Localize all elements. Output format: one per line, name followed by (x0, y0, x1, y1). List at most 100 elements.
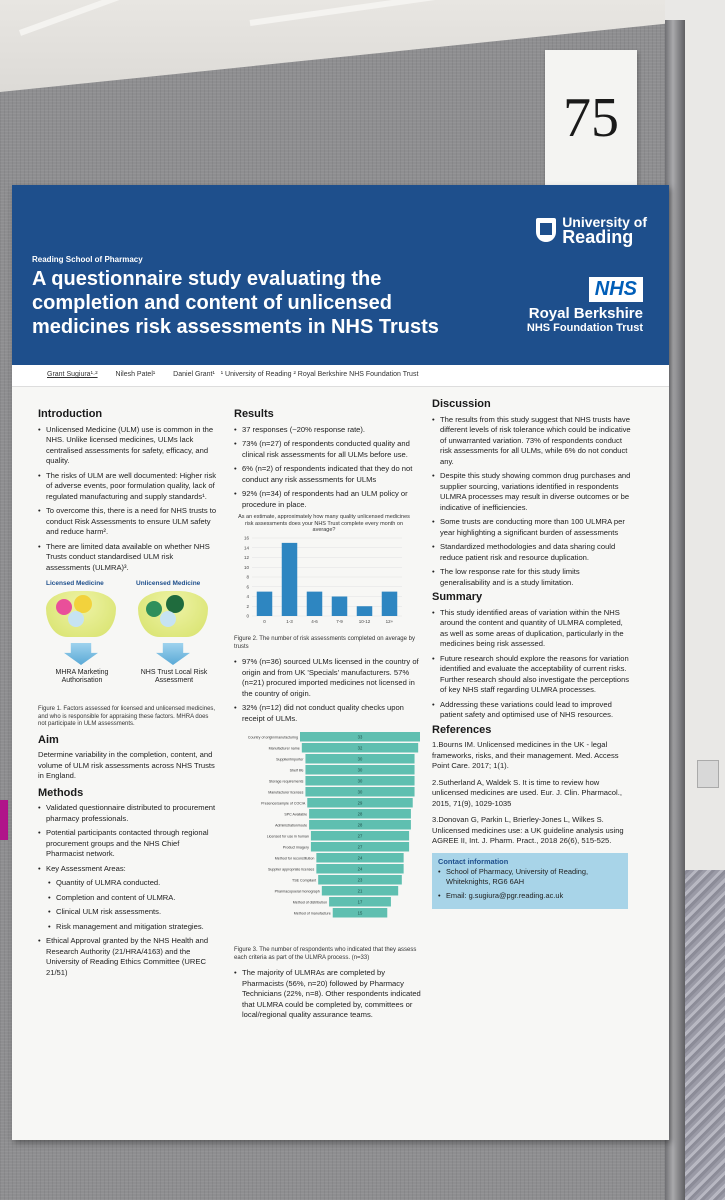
unlicensed-label: Unlicensed Medicine (136, 580, 201, 587)
data-label: 27 (358, 845, 363, 850)
results-heading: Results (234, 408, 274, 420)
funnel-bar (305, 776, 415, 786)
results-bullet: 92% (n=34) of respondents had an ULM pol… (234, 489, 424, 510)
data-label: 21 (358, 889, 363, 894)
y-tick-label: 4 (246, 594, 249, 599)
funnel-bar (309, 820, 411, 830)
university-logo: University of Reading (536, 215, 647, 247)
discussion-bullet: Standardized methodologies and data shar… (432, 542, 632, 563)
data-label: 24 (358, 856, 363, 861)
intro-bullet: The risks of ULM are well documented: Hi… (38, 471, 218, 503)
methods-bullet: Potential participants contacted through… (38, 828, 218, 860)
data-label: 32 (358, 746, 363, 751)
y-tick-label: 12 (244, 555, 250, 560)
bar (306, 591, 323, 616)
data-label: 27 (358, 834, 363, 839)
down-arrow-icon (64, 643, 98, 665)
data-label: 33 (358, 735, 363, 740)
category-label: Supplier/importer (276, 758, 304, 762)
category-label: Manufacturer licenses (268, 791, 303, 795)
methods-sub-bullet: Risk management and mitigation strategie… (38, 922, 218, 933)
chart-title: As an estimate, approximately how many q… (238, 514, 410, 533)
funnel-bar (321, 886, 399, 896)
contact-box: Contact information School of Pharmacy, … (432, 852, 628, 909)
funnel-bar (300, 732, 420, 742)
category-label: Method for reconstitution (275, 857, 315, 861)
funnel-chart-svg: 33 Country of origin/manufacturing 32 Manuf… (248, 732, 420, 918)
y-tick-label: 10 (244, 565, 250, 570)
intro-bullet: Unlicensed Medicine (ULM) use is common … (38, 425, 218, 467)
aim-text: Determine variability in the completion,… (38, 750, 215, 780)
y-tick-label: 16 (244, 536, 250, 541)
school-name: Reading School of Pharmacy (32, 255, 143, 264)
funnel-bar (332, 908, 388, 918)
funnel-bar (318, 875, 402, 885)
x-tick-label: 1-3 (286, 619, 293, 624)
methods-bullet: Validated questionnaire distributed to p… (38, 803, 218, 824)
booth-number: 75 (563, 86, 619, 149)
x-tick-label: 12+ (386, 619, 394, 624)
trust-line1: Royal Berkshire (528, 305, 643, 322)
category-label: Country of origin/manufacturing (248, 736, 298, 740)
packaging-icon (146, 601, 162, 617)
intro-bullet: There are limited data available on whet… (38, 542, 218, 574)
methods-bullet: Key Assessment Areas: (38, 864, 218, 875)
contact-address: School of Pharmacy, University of Readin… (438, 867, 622, 887)
category-label: Administration/route (275, 824, 307, 828)
nhs-logo: NHS (588, 277, 643, 302)
poster-title: A questionnaire study evaluating the com… (32, 268, 439, 338)
category-label: Manufacturer name (269, 747, 300, 751)
intro-heading: Introduction (38, 408, 103, 420)
reference-item: 1.Bourns IM. Unlicensed medicines in the… (432, 740, 619, 770)
figure-3-chart: 33 Country of origin/manufacturing 32 Manuf… (234, 728, 424, 943)
affiliations: ¹ University of Reading ² Royal Berkshir… (220, 371, 419, 378)
x-tick-label: 4-6 (311, 619, 318, 624)
author-1: Grant Sugiura¹·² (47, 371, 98, 378)
trust-line2: NHS Foundation Trust (526, 322, 643, 334)
y-tick-label: 14 (244, 545, 250, 550)
category-label: Pharmacopoeial monograph (275, 890, 320, 894)
uor-line2: Reading (562, 227, 634, 247)
discussion-heading: Discussion (432, 398, 491, 410)
clinical-icon (68, 611, 84, 627)
funnel-bar (316, 864, 404, 874)
y-tick-label: 0 (246, 614, 249, 619)
column-middle: Results 37 responses (~20% response rate… (234, 405, 424, 1025)
clinical-icon (160, 611, 176, 627)
summary-bullet: Addressing these variations could lead t… (432, 700, 632, 721)
results-bullet: 97% (n=36) sourced ULMs licensed in the … (234, 657, 424, 699)
wall-outlet (697, 760, 719, 788)
production-icon (74, 595, 92, 613)
data-label: 28 (358, 823, 363, 828)
category-label: Shelf life (290, 769, 304, 773)
column-left: Introduction Unlicensed Medicine (ULM) u… (38, 405, 218, 982)
figure-1-caption: Figure 1. Factors assessed for licensed … (38, 706, 216, 727)
funnel-bar (329, 897, 391, 907)
bar (281, 542, 298, 616)
figure-1: Licensed Medicine Unlicensed Medicine MH… (38, 577, 218, 702)
bar (331, 596, 348, 616)
summary-heading: Summary (432, 591, 483, 603)
funnel-bar (316, 853, 404, 863)
category-label: Product imagery (283, 846, 309, 850)
intro-bullet: To overcome this, there is a need for NH… (38, 506, 218, 538)
results-bullet: 37 responses (~20% response rate). (234, 425, 424, 436)
discussion-bullet: The results from this study suggest that… (432, 415, 632, 468)
results-bullet: 6% (n=2) of respondents indicated that t… (234, 464, 424, 485)
data-label: 28 (358, 812, 363, 817)
funnel-bar (301, 743, 419, 753)
discussion-bullet: The low response rate for this study lim… (432, 567, 632, 588)
packaging-icon (56, 599, 72, 615)
data-label: 23 (358, 878, 363, 883)
down-arrow-icon (156, 643, 190, 665)
category-label: Storage requirements (269, 780, 304, 784)
category-label: SPC Available (284, 813, 307, 817)
discussion-bullet: Some trusts are conducting more than 100… (432, 517, 632, 538)
poster: Reading School of Pharmacy A questionnai… (12, 185, 669, 1140)
figure-2-chart: As an estimate, approximately how many q… (234, 514, 414, 632)
bar (381, 591, 398, 616)
category-label: Presence/sample of COC/A (261, 802, 306, 806)
contact-heading: Contact information (438, 856, 509, 866)
reference-item: 3.Donovan G, Parkin L, Brierley-Jones L,… (432, 815, 624, 845)
data-label: 30 (358, 757, 363, 762)
